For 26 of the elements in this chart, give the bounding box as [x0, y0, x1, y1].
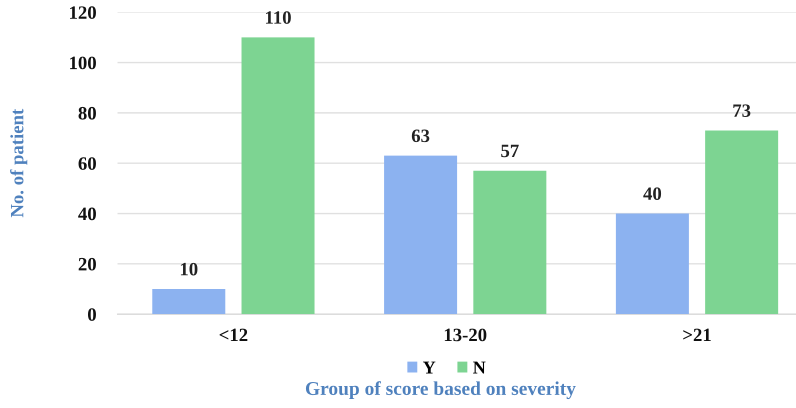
- data-label: 110: [266, 11, 291, 24]
- bar: [616, 214, 689, 314]
- bar: [705, 130, 778, 314]
- y-tick-label: 40: [78, 208, 96, 220]
- y-tick-label: 0: [88, 308, 96, 321]
- x-tick-label: >21: [683, 328, 711, 342]
- data-label: 73: [733, 104, 750, 117]
- data-label: 10: [180, 262, 198, 276]
- bar: [242, 37, 315, 314]
- data-label: 40: [643, 187, 662, 200]
- y-tick-label: 100: [70, 56, 96, 70]
- bar: [152, 289, 226, 314]
- data-label: 57: [501, 144, 519, 158]
- y-tick-label: 60: [78, 157, 96, 170]
- x-axis-title: Group of score based on severity: [306, 381, 576, 400]
- y-axis-title: No. of patient: [10, 108, 28, 218]
- bar: [473, 170, 546, 314]
- data-label: 63: [412, 130, 430, 142]
- y-tick-label: 120: [70, 6, 96, 19]
- y-tick-label: 80: [78, 106, 96, 120]
- bar: [384, 156, 458, 314]
- x-tick-label: <12: [220, 328, 248, 342]
- legend-label: Y: [423, 362, 436, 374]
- y-tick-label: 20: [78, 258, 96, 271]
- x-tick-label: 13-20: [444, 328, 486, 342]
- legend-label: N: [473, 362, 486, 374]
